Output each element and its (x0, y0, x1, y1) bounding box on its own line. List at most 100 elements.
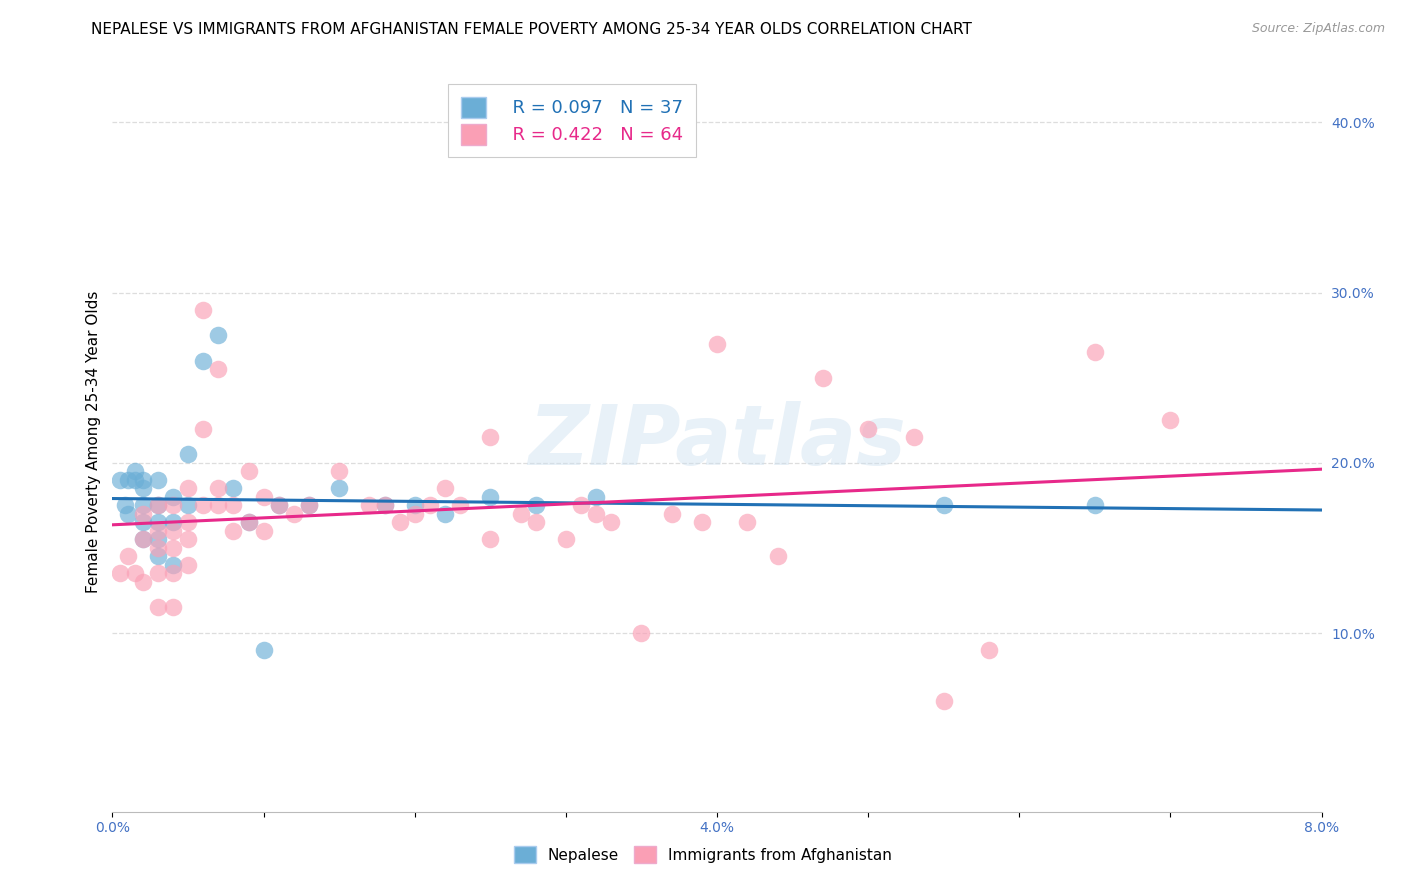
Point (146, 549, 169, 564)
Point (404, 507, 426, 521)
Point (132, 507, 155, 521)
Point (132, 516, 155, 530)
Point (191, 422, 215, 436)
Point (373, 499, 396, 513)
Point (117, 473, 139, 487)
Point (207, 499, 229, 513)
Point (162, 499, 184, 513)
Point (554, 533, 576, 547)
Point (146, 566, 169, 581)
Point (177, 447, 200, 461)
Point (162, 566, 184, 581)
Point (207, 481, 229, 495)
Point (903, 430, 925, 444)
Point (146, 541, 169, 555)
Point (661, 507, 683, 521)
Point (191, 302, 215, 317)
Point (932, 499, 955, 513)
Text: ZIPatlas: ZIPatlas (529, 401, 905, 482)
Point (132, 533, 155, 547)
Point (132, 481, 155, 495)
Point (932, 694, 955, 708)
Point (132, 574, 155, 589)
Point (162, 516, 184, 530)
Point (253, 643, 276, 657)
Point (108, 566, 131, 581)
Point (124, 473, 146, 487)
Point (433, 481, 456, 495)
Point (253, 490, 276, 504)
Point (1159, 413, 1181, 427)
Point (328, 464, 350, 478)
Point (132, 473, 155, 487)
Text: Source: ZipAtlas.com: Source: ZipAtlas.com (1251, 22, 1385, 36)
Point (132, 499, 155, 513)
Point (162, 600, 184, 615)
Point (162, 558, 184, 572)
Y-axis label: Female Poverty Among 25-34 Year Olds: Female Poverty Among 25-34 Year Olds (86, 291, 101, 592)
Point (177, 516, 200, 530)
Point (267, 499, 290, 513)
Point (222, 499, 245, 513)
Point (298, 499, 321, 513)
Point (114, 499, 136, 513)
Point (811, 370, 834, 384)
Point (706, 336, 728, 351)
Point (524, 499, 547, 513)
Point (404, 499, 426, 513)
Point (690, 516, 713, 530)
Point (222, 481, 245, 495)
Point (146, 533, 169, 547)
Point (766, 549, 789, 564)
Point (479, 533, 502, 547)
Point (479, 490, 502, 504)
Point (238, 464, 260, 478)
Point (630, 626, 652, 640)
Point (283, 507, 305, 521)
Point (253, 524, 276, 538)
Point (162, 524, 184, 538)
Point (146, 600, 169, 615)
Point (177, 481, 200, 495)
Point (222, 524, 245, 538)
Point (146, 499, 169, 513)
Point (177, 533, 200, 547)
Point (146, 473, 169, 487)
Point (585, 490, 607, 504)
Point (433, 507, 456, 521)
Point (479, 430, 502, 444)
Point (146, 516, 169, 530)
Point (108, 473, 131, 487)
Point (328, 481, 350, 495)
Legend:   R = 0.097   N = 37,   R = 0.422   N = 64: R = 0.097 N = 37, R = 0.422 N = 64 (449, 84, 696, 157)
Point (388, 516, 411, 530)
Legend: Nepalese, Immigrants from Afghanistan: Nepalese, Immigrants from Afghanistan (506, 838, 900, 871)
Point (162, 490, 184, 504)
Point (856, 422, 880, 436)
Point (146, 524, 169, 538)
Point (1084, 499, 1107, 513)
Point (146, 499, 169, 513)
Point (124, 464, 146, 478)
Point (600, 516, 623, 530)
Point (359, 499, 381, 513)
Point (238, 516, 260, 530)
Point (132, 533, 155, 547)
Point (177, 558, 200, 572)
Point (124, 566, 146, 581)
Point (191, 353, 215, 368)
Point (207, 328, 229, 343)
Point (191, 499, 215, 513)
Point (509, 507, 531, 521)
Point (267, 499, 290, 513)
Point (569, 499, 592, 513)
Point (238, 516, 260, 530)
Point (298, 499, 321, 513)
Text: NEPALESE VS IMMIGRANTS FROM AFGHANISTAN FEMALE POVERTY AMONG 25-34 YEAR OLDS COR: NEPALESE VS IMMIGRANTS FROM AFGHANISTAN … (91, 22, 973, 37)
Point (737, 516, 759, 530)
Point (207, 362, 229, 376)
Point (1084, 345, 1107, 359)
Point (117, 507, 139, 521)
Point (177, 499, 200, 513)
Point (585, 507, 607, 521)
